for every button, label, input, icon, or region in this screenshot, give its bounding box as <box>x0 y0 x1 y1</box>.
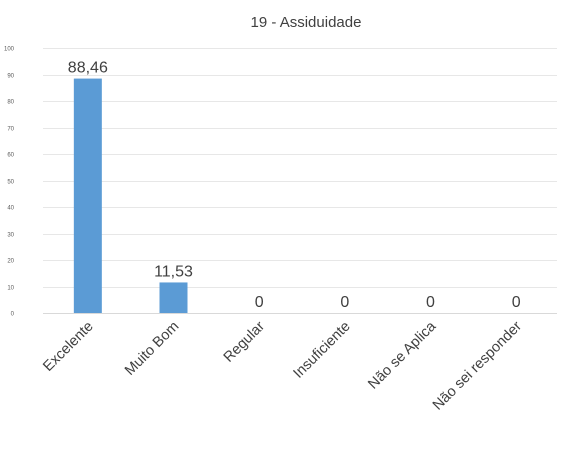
y-axis-ticks: 0 10 20 30 40 50 60 70 80 90 100 <box>4 47 15 318</box>
data-label: 11,53 <box>154 263 193 280</box>
y-tick-label: 60 <box>7 153 14 159</box>
gridlines <box>43 48 557 314</box>
x-tick-label: Excelente <box>40 319 96 375</box>
y-tick-label: 50 <box>7 180 14 186</box>
data-label: 0 <box>340 294 349 311</box>
y-tick-label: 90 <box>7 74 14 80</box>
data-label: 0 <box>426 294 435 311</box>
y-tick-label: 10 <box>7 286 14 292</box>
y-tick-label: 100 <box>4 47 15 53</box>
bar <box>159 282 188 313</box>
bar <box>73 78 102 314</box>
data-label: 0 <box>255 294 264 311</box>
data-label: 88,46 <box>68 60 108 77</box>
y-tick-label: 30 <box>7 233 14 239</box>
x-tick-label: Não se Aplica <box>365 318 440 393</box>
data-label: 0 <box>512 294 521 311</box>
x-tick-label: Muito Bom <box>122 319 182 379</box>
y-tick-label: 80 <box>7 100 14 106</box>
y-tick-label: 20 <box>7 259 14 265</box>
y-tick-label: 70 <box>7 127 14 133</box>
x-tick-label: Não sei responder <box>430 318 525 413</box>
x-tick-label: Regular <box>221 318 268 365</box>
chart-title: 19 - Assiduidade <box>251 14 362 31</box>
bars <box>73 78 188 314</box>
x-tick-label: Insuficiente <box>290 319 353 382</box>
data-labels: 88,46 11,53 0 0 0 0 <box>68 60 521 311</box>
x-axis-ticks: Excelente Muito Bom Regular Insuficiente Não… <box>40 318 525 414</box>
y-tick-label: 40 <box>7 206 14 212</box>
y-tick-label: 0 <box>11 312 15 318</box>
